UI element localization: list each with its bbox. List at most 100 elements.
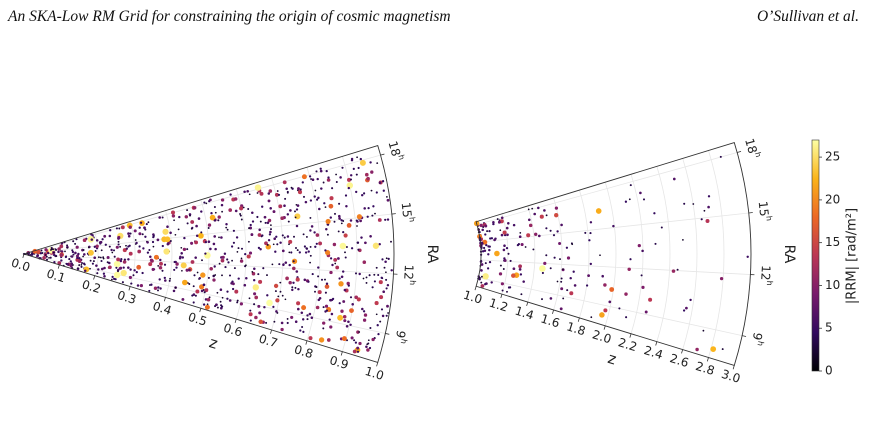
data-point xyxy=(30,253,34,256)
data-point xyxy=(566,289,569,292)
data-point xyxy=(386,283,390,287)
data-point xyxy=(258,228,261,232)
data-point xyxy=(218,262,221,265)
data-point xyxy=(45,258,49,261)
z-tick-mark xyxy=(706,357,709,362)
data-point xyxy=(204,252,207,255)
data-point xyxy=(710,346,717,352)
data-point xyxy=(624,292,628,296)
data-point xyxy=(608,300,612,304)
data-point xyxy=(490,237,494,240)
gridline-z xyxy=(604,182,617,326)
data-point xyxy=(489,237,492,240)
ra-tick-hours: 15 xyxy=(399,201,415,218)
data-point xyxy=(181,256,185,259)
data-point xyxy=(387,257,390,260)
data-point xyxy=(565,246,569,249)
data-point xyxy=(44,254,47,256)
data-point xyxy=(244,252,247,256)
data-point xyxy=(488,229,491,233)
data-point xyxy=(689,298,692,302)
data-point xyxy=(349,174,353,177)
z-tick-mark xyxy=(681,349,684,354)
data-point xyxy=(331,187,334,190)
data-point xyxy=(251,271,254,273)
data-point xyxy=(102,272,106,275)
data-point xyxy=(273,320,276,323)
data-point xyxy=(357,166,360,170)
data-point xyxy=(284,298,287,301)
ra-tick-unit: h xyxy=(753,151,763,158)
data-point xyxy=(182,279,188,286)
data-point xyxy=(599,254,601,257)
data-point xyxy=(266,243,269,246)
data-point xyxy=(179,255,182,259)
z-tick-mark xyxy=(526,301,529,307)
data-point xyxy=(562,297,565,300)
data-point xyxy=(328,318,331,321)
data-point xyxy=(246,254,251,259)
data-point xyxy=(171,210,175,215)
ra-tick-unit: h xyxy=(756,340,766,347)
data-point xyxy=(125,244,127,247)
data-point xyxy=(522,280,525,283)
data-point xyxy=(322,321,326,325)
data-point xyxy=(367,339,370,342)
data-point xyxy=(301,174,307,180)
data-point xyxy=(499,229,502,232)
data-point xyxy=(132,274,135,277)
data-point xyxy=(286,317,289,320)
data-point xyxy=(356,156,358,159)
data-point xyxy=(347,320,350,324)
data-point xyxy=(149,258,154,262)
data-point xyxy=(374,212,376,215)
data-point xyxy=(47,251,50,255)
ra-tick-hours: 12 xyxy=(402,264,417,280)
data-point xyxy=(108,234,112,238)
data-point xyxy=(239,302,243,306)
data-point xyxy=(497,220,501,224)
data-point xyxy=(306,314,309,317)
data-point xyxy=(257,246,261,250)
data-point xyxy=(352,349,357,354)
data-point xyxy=(254,295,259,300)
data-point xyxy=(182,247,187,252)
data-point xyxy=(130,282,133,285)
data-point xyxy=(301,181,304,184)
data-point xyxy=(279,241,282,244)
data-point xyxy=(318,241,323,246)
data-point xyxy=(276,190,279,192)
data-point xyxy=(286,190,289,193)
ra-tick-label: 15h xyxy=(756,200,774,222)
data-point xyxy=(346,223,352,228)
data-point xyxy=(310,316,314,319)
data-point xyxy=(180,246,183,249)
data-point xyxy=(220,304,223,307)
data-point xyxy=(386,196,388,198)
data-point xyxy=(235,236,239,239)
data-point xyxy=(204,304,210,310)
data-point xyxy=(157,265,160,267)
data-point xyxy=(263,215,267,219)
data-point xyxy=(494,250,500,257)
data-point xyxy=(483,249,487,252)
data-point xyxy=(48,257,50,259)
data-point xyxy=(519,232,522,234)
z-tick-mark xyxy=(163,297,166,302)
data-point xyxy=(64,250,66,253)
data-point xyxy=(288,243,290,246)
data-point xyxy=(560,287,564,291)
data-point xyxy=(55,248,58,251)
data-point xyxy=(159,261,163,266)
data-point xyxy=(484,233,487,236)
data-point xyxy=(110,248,113,252)
data-point xyxy=(378,242,381,246)
data-point xyxy=(123,258,126,261)
data-point xyxy=(300,311,304,314)
data-point xyxy=(257,304,261,308)
data-point xyxy=(195,234,199,238)
data-point xyxy=(629,184,632,187)
data-point xyxy=(274,290,277,293)
data-point xyxy=(216,291,219,294)
data-point xyxy=(277,193,281,196)
